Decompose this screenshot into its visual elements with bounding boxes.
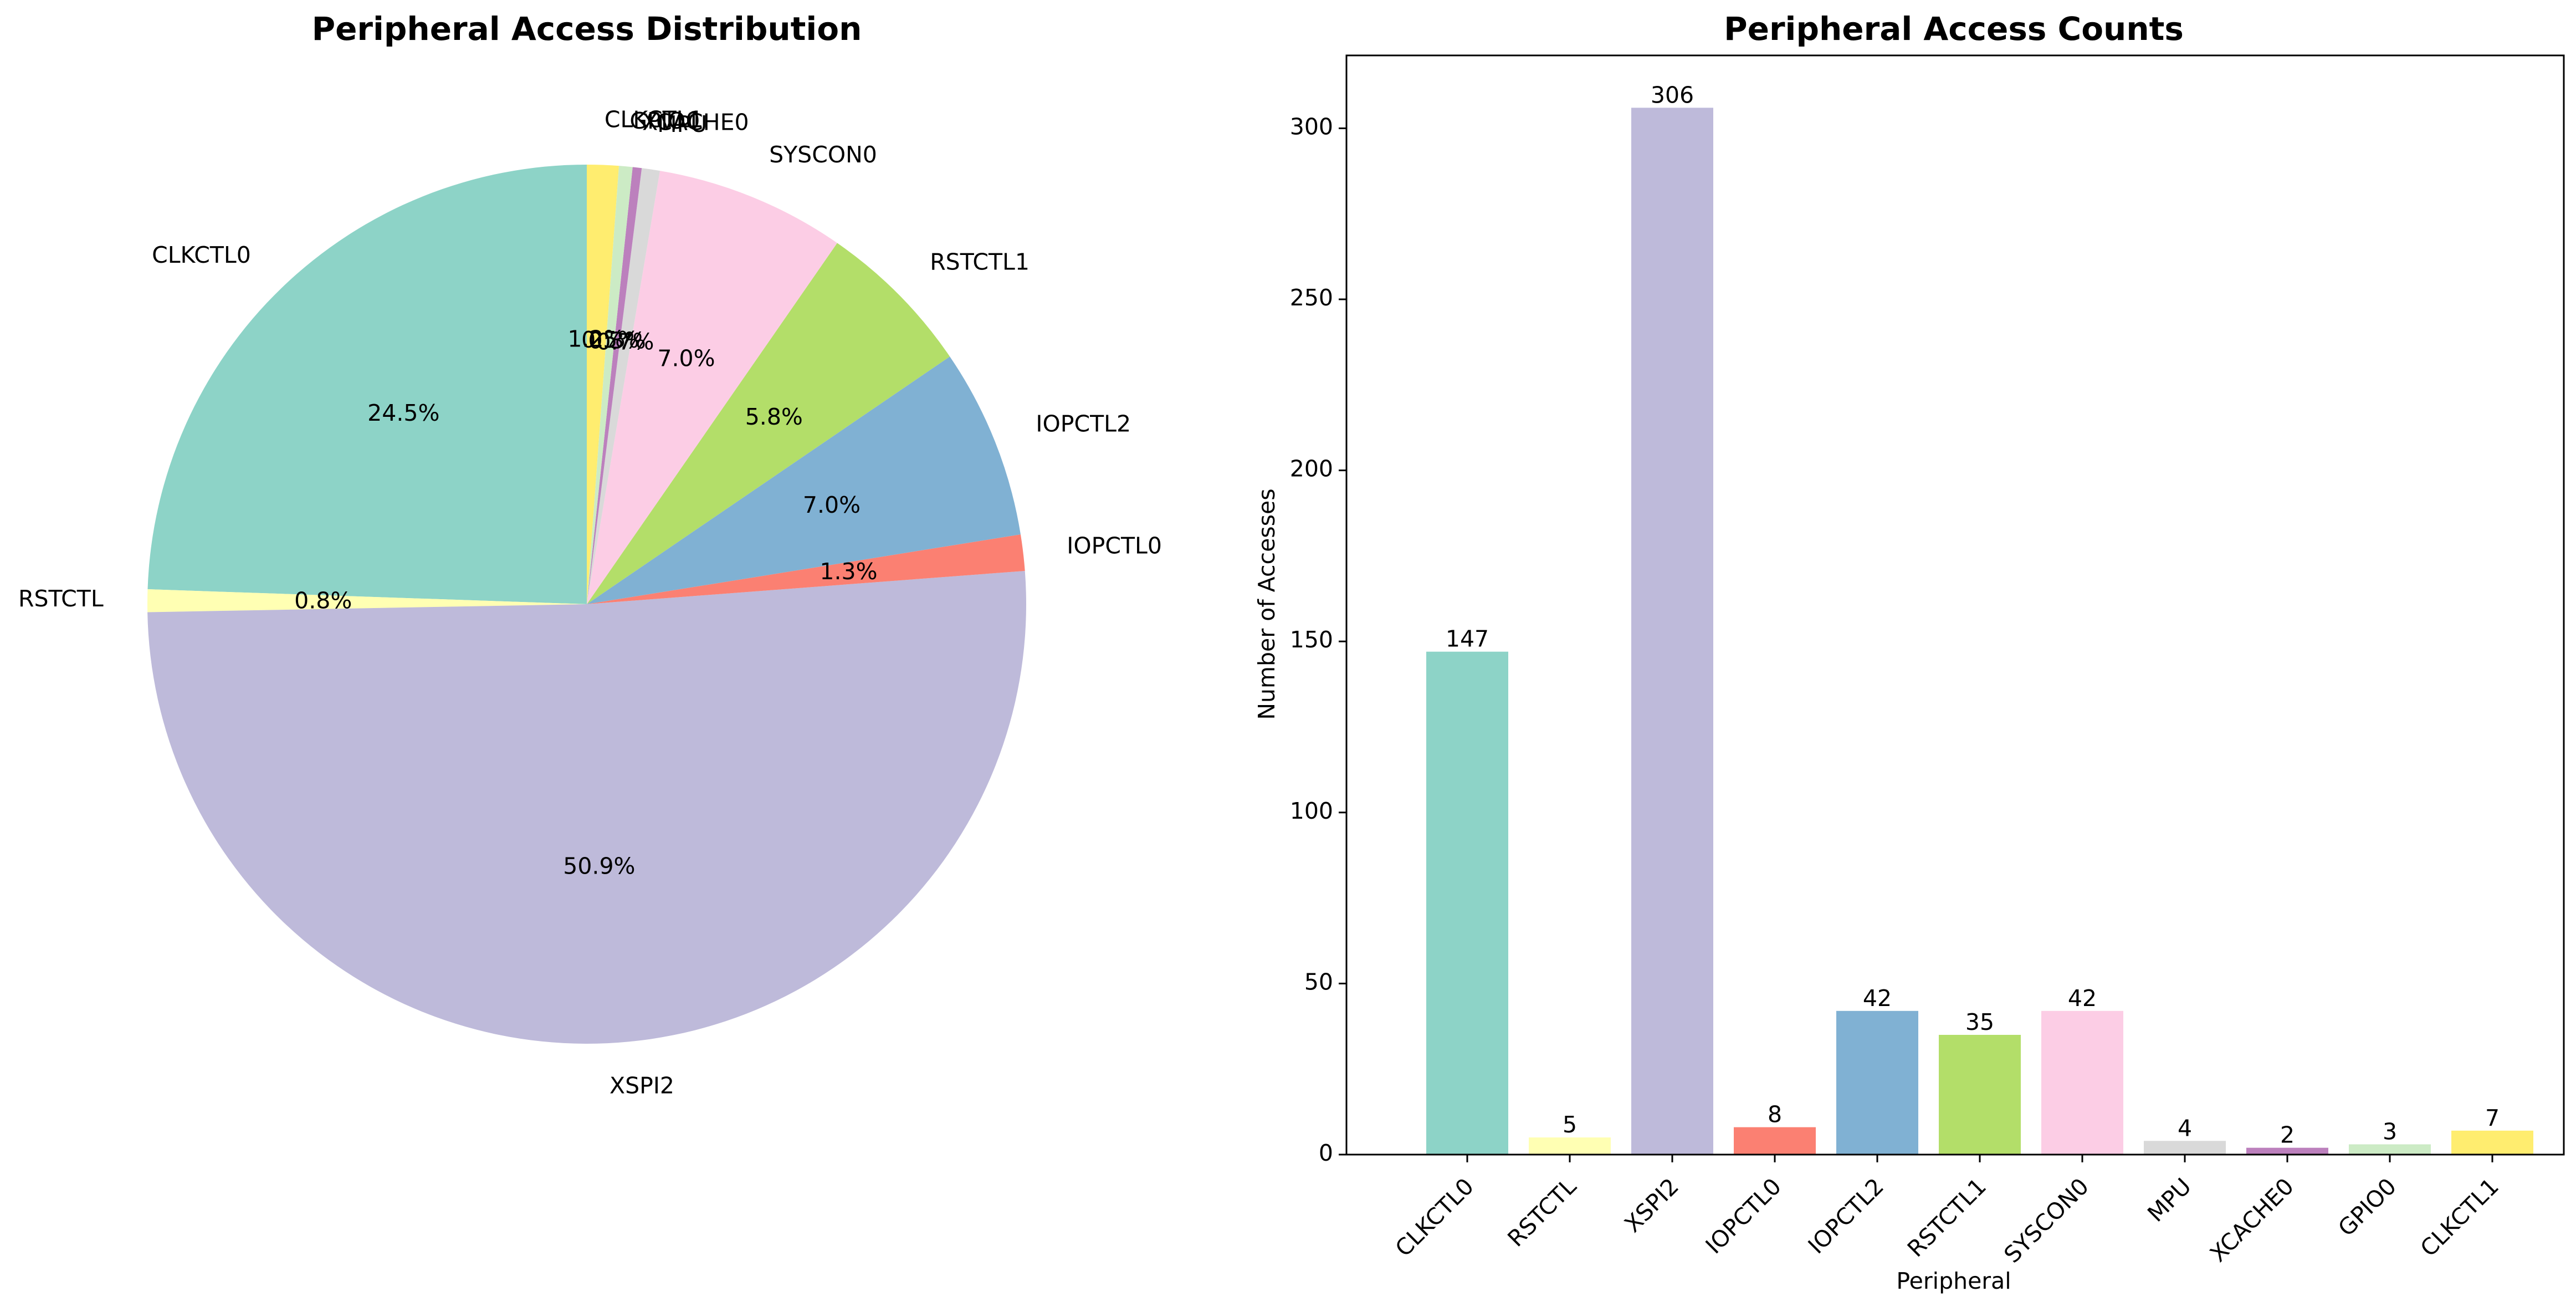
pie-label-clkctl1: CLKCTL1 <box>605 106 704 132</box>
bar-clkctl1 <box>2451 1130 2533 1155</box>
y-tick-label: 300 <box>1290 114 1333 140</box>
pie-percent-mpu: 0.7% <box>596 328 654 355</box>
y-tick-label: 250 <box>1290 284 1333 311</box>
bar-xcache0 <box>2246 1147 2328 1155</box>
pie-label-rstctl1: RSTCTL1 <box>930 249 1030 275</box>
pie-slice-gpio0 <box>587 166 633 604</box>
bar-value-xcache0: 2 <box>2280 1122 2295 1148</box>
bar-mpu <box>2144 1141 2226 1155</box>
bar-iopctl2 <box>1836 1010 1918 1155</box>
pie-slices <box>147 165 1026 1044</box>
pie-percent-labels: 24.5%0.8%50.9%1.3%7.0%5.8%7.0%0.7%0.3%0.… <box>294 326 877 880</box>
pie-label-gpio0: GPIO0 <box>629 108 700 134</box>
pie-label-xspi2: XSPI2 <box>610 1072 674 1099</box>
bar-rstctl <box>1529 1137 1611 1155</box>
pie-label-iopctl0: IOPCTL0 <box>1067 533 1162 559</box>
bar-rstctl1 <box>1939 1035 2021 1155</box>
pie-percent-rstctl1: 5.8% <box>745 404 803 430</box>
bar-iopctl0 <box>1734 1127 1816 1155</box>
pie-slice-xcache0 <box>587 167 642 605</box>
bar-value-rstctl: 5 <box>1563 1111 1577 1138</box>
pie-percent-iopctl2: 7.0% <box>803 492 861 518</box>
x-axis-label: Peripheral <box>1896 1268 2011 1294</box>
pie-percent-clkctl1: 1.2% <box>567 326 625 353</box>
y-tick-label: 150 <box>1290 626 1333 653</box>
bar-clkctl0 <box>1426 651 1508 1155</box>
bar-syscon0 <box>2041 1010 2123 1155</box>
bar-xspi2 <box>1631 108 1713 1155</box>
y-axis-label: Number of Accesses <box>1253 488 1280 719</box>
bar-value-iopctl2: 42 <box>1863 985 1892 1012</box>
pie-slice-iopctl0 <box>587 534 1025 604</box>
pie-percent-rstctl: 0.8% <box>294 587 352 614</box>
bar-value-rstctl1: 35 <box>1965 1009 1994 1035</box>
pie-percent-xspi2: 50.9% <box>563 852 635 879</box>
pie-percent-xcache0: 0.3% <box>588 327 646 354</box>
pie-percent-iopctl0: 1.3% <box>820 558 877 585</box>
bar-series <box>1426 108 2533 1155</box>
y-tick-label: 50 <box>1304 968 1333 995</box>
pie-slice-clkctl0 <box>147 165 587 604</box>
y-tick-label: 100 <box>1290 798 1333 824</box>
pie-label-iopctl2: IOPCTL2 <box>1036 410 1131 437</box>
pie-slice-iopctl2 <box>587 356 1021 604</box>
pie-slice-clkctl1 <box>587 165 619 604</box>
bar-value-mpu: 4 <box>2178 1115 2192 1141</box>
pie-slice-xspi2 <box>147 570 1026 1044</box>
pie-label-mpu: MPU <box>657 111 707 137</box>
y-tick-label: 200 <box>1290 456 1333 482</box>
pie-slice-syscon0 <box>587 171 837 604</box>
pie-slice-rstctl1 <box>587 243 950 604</box>
pie-slice-rstctl <box>147 589 587 612</box>
bar-gpio0 <box>2349 1144 2431 1155</box>
y-tick-label: 0 <box>1319 1140 1333 1166</box>
pie-label-syscon0: SYSCON0 <box>769 141 877 168</box>
bar-chart-title: Peripheral Access Counts <box>1724 10 2184 48</box>
bar-value-clkctl0: 147 <box>1446 626 1489 652</box>
y-axis-ticks: 0 50 100 150 200 250 300 <box>1290 114 1346 1166</box>
bar-value-syscon0: 42 <box>2068 985 2097 1012</box>
pie-label-clkctl0: CLKCTL0 <box>152 242 251 268</box>
bar-value-clkctl1: 7 <box>2485 1105 2500 1131</box>
pie-percent-syscon0: 7.0% <box>657 345 715 371</box>
bar-value-iopctl0: 8 <box>1768 1101 1782 1128</box>
bar-value-gpio0: 3 <box>2383 1119 2397 1145</box>
pie-chart-title: Peripheral Access Distribution <box>312 10 862 48</box>
pie-outer-labels: CLKCTL0 RSTCTL XSPI2 IOPCTL0 IOPCTL2 RSTCTL1 S… <box>18 106 1162 1099</box>
pie-percent-gpio0: 0.5% <box>581 326 639 353</box>
plot-area-frame <box>1345 54 2565 1156</box>
pie-chart-panel: Peripheral Access Distribution CLKCTL0 RS… <box>18 10 1162 1099</box>
bar-value-xspi2: 306 <box>1651 81 1694 108</box>
pie-slice-mpu <box>587 168 660 605</box>
pie-label-rstctl: RSTCTL <box>18 585 104 612</box>
pie-label-xcache0: XCACHE0 <box>642 109 749 136</box>
pie-percent-clkctl0: 24.5% <box>367 400 439 426</box>
